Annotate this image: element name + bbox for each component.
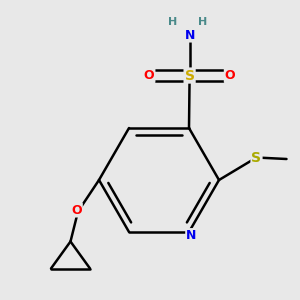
Text: H: H: [198, 17, 207, 27]
Text: H: H: [168, 17, 177, 27]
Text: S: S: [184, 68, 195, 83]
Text: O: O: [71, 203, 82, 217]
Text: O: O: [225, 69, 236, 82]
Text: O: O: [144, 69, 154, 82]
Text: N: N: [186, 229, 197, 242]
Text: S: S: [251, 151, 262, 164]
Text: N: N: [184, 28, 195, 41]
